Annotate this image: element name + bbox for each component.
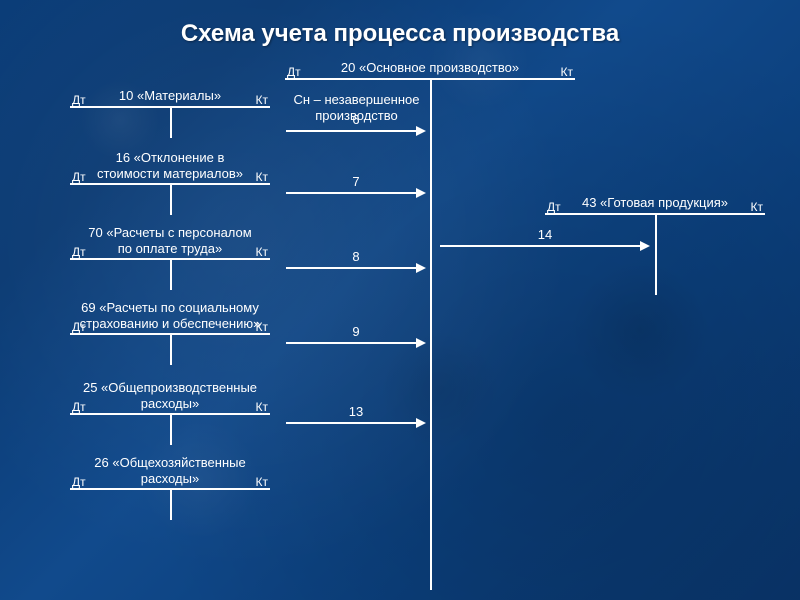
arrow-line	[286, 422, 416, 424]
debit-label: Дт	[72, 400, 86, 414]
t-bar: ДтКт	[70, 258, 270, 261]
account-label: 20 «Основное производство»	[285, 60, 575, 78]
debit-label: Дт	[287, 65, 301, 79]
arrow-number: 9	[352, 324, 359, 339]
arrow-head-icon	[416, 263, 426, 273]
arrow-line	[440, 245, 640, 247]
credit-label: Кт	[561, 65, 574, 79]
account-label: 43 «Готовая продукция»	[545, 195, 765, 213]
arrow-head-icon	[416, 188, 426, 198]
arrow-number: 13	[349, 404, 363, 419]
t-account-left-2: 70 «Расчеты с персоналом по оплате труда…	[70, 225, 270, 261]
t-account-43-finished: 43 «Готовая продукция» Дт Кт	[545, 195, 765, 216]
debit-label: Дт	[72, 320, 86, 334]
account-label: 25 «Общепроизводственные расходы»	[70, 380, 270, 413]
t-account-left-4: 25 «Общепроизводственные расходы»ДтКт	[70, 380, 270, 416]
t-bar: Дт Кт	[545, 213, 765, 216]
credit-label: Кт	[256, 245, 269, 259]
debit-label: Дт	[547, 200, 561, 214]
arrow-line	[286, 130, 416, 132]
arrow-line	[286, 267, 416, 269]
arrow-number: 14	[538, 227, 552, 242]
account-label: 69 «Расчеты по социальному страхованию и…	[70, 300, 270, 333]
arrow-head-icon	[640, 241, 650, 251]
credit-label: Кт	[256, 320, 269, 334]
t-bar: Дт Кт	[285, 78, 575, 81]
credit-label: Кт	[256, 400, 269, 414]
arrow-number: 7	[352, 174, 359, 189]
arrow-line	[286, 342, 416, 344]
account-label: 16 «Отклонение в стоимости материалов»	[70, 150, 270, 183]
t-stem	[170, 415, 172, 445]
credit-label: Кт	[751, 200, 764, 214]
diagram-stage: { "title": "Схема учета процесса произво…	[0, 0, 800, 600]
t-bar: ДтКт	[70, 106, 270, 109]
t-bar: ДтКт	[70, 488, 270, 491]
arrow-head-icon	[416, 338, 426, 348]
arrow-line	[286, 192, 416, 194]
t-account-20-main: 20 «Основное производство» Дт Кт	[285, 60, 575, 81]
arrow-head-icon	[416, 126, 426, 136]
t-bar: ДтКт	[70, 183, 270, 186]
t-stem	[170, 335, 172, 365]
arrow-head-icon	[416, 418, 426, 428]
t-stem	[170, 185, 172, 215]
arrow-number: 6	[352, 112, 359, 127]
debit-label: Дт	[72, 170, 86, 184]
arrow-number: 8	[352, 249, 359, 264]
credit-label: Кт	[256, 93, 269, 107]
t-account-left-1: 16 «Отклонение в стоимости материалов»Дт…	[70, 150, 270, 186]
t-stem	[170, 260, 172, 290]
t-bar: ДтКт	[70, 333, 270, 336]
t-stem	[170, 108, 172, 138]
debit-label: Дт	[72, 245, 86, 259]
account-label: 10 «Материалы»	[70, 88, 270, 106]
diagram-title: Схема учета процесса производства	[0, 20, 800, 48]
account-label: 26 «Общехозяйственные расходы»	[70, 455, 270, 488]
t-stem	[430, 80, 432, 590]
credit-label: Кт	[256, 170, 269, 184]
account-label: 70 «Расчеты с персоналом по оплате труда…	[70, 225, 270, 258]
t-account-left-5: 26 «Общехозяйственные расходы»ДтКт	[70, 455, 270, 491]
t-stem	[170, 490, 172, 520]
debit-label: Дт	[72, 475, 86, 489]
t-bar: ДтКт	[70, 413, 270, 416]
t-stem	[655, 215, 657, 295]
t-account-left-0: 10 «Материалы»ДтКт	[70, 88, 270, 109]
t-account-left-3: 69 «Расчеты по социальному страхованию и…	[70, 300, 270, 336]
credit-label: Кт	[256, 475, 269, 489]
debit-label: Дт	[72, 93, 86, 107]
